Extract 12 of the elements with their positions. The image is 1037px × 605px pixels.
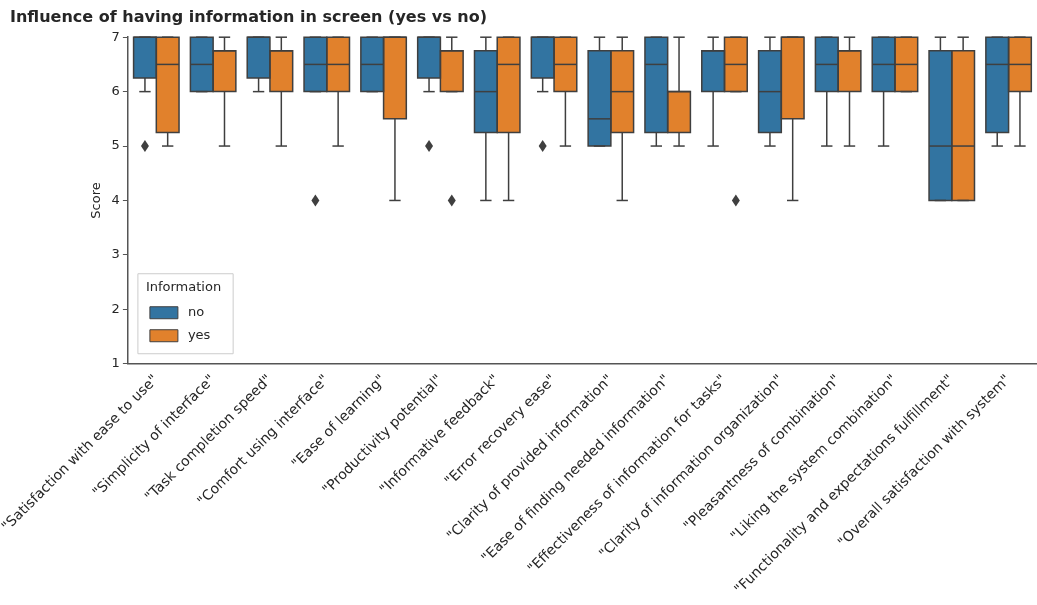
y-tick-label: 4: [111, 191, 120, 207]
y-tick-label: 1: [111, 355, 120, 371]
y-tick-label: 5: [111, 137, 120, 153]
y-tick-label: 3: [111, 246, 120, 262]
legend-label: no: [187, 304, 205, 320]
legend-title: Information: [145, 279, 222, 295]
y-tick-label: 6: [111, 83, 120, 98]
y-axis-title: Score: [88, 182, 104, 219]
y-tick-label: 2: [111, 300, 120, 316]
y-tick-label: 7: [111, 28, 120, 44]
chart-title: Influence of having information in screen (yes vs no): [10, 6, 487, 26]
legend-label: yes: [187, 327, 211, 343]
